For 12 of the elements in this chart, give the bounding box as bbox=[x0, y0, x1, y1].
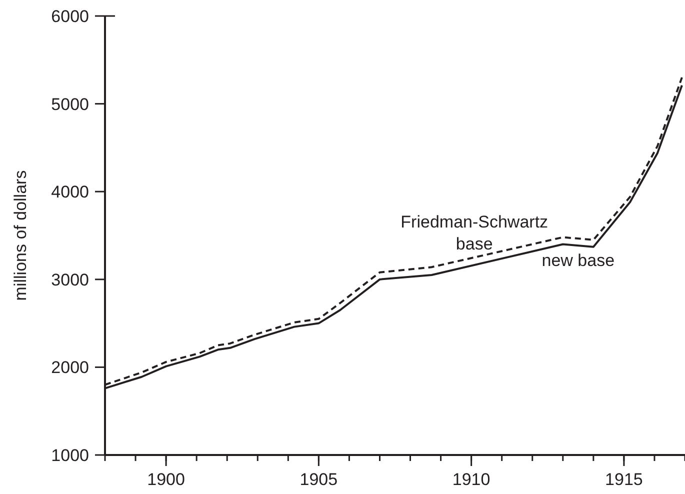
y-axis-title: millions of dollars bbox=[11, 170, 30, 301]
y-tick-label: 4000 bbox=[51, 182, 89, 202]
y-tick-label: 5000 bbox=[51, 94, 89, 114]
x-tick-label: 1905 bbox=[300, 470, 338, 489]
series-label: new base bbox=[542, 251, 615, 270]
y-tick-label: 6000 bbox=[51, 6, 89, 26]
y-tick-label: 3000 bbox=[51, 270, 89, 290]
y-tick-label: 1000 bbox=[51, 446, 89, 465]
x-tick-label: 1900 bbox=[147, 470, 185, 489]
x-tick-label: 1915 bbox=[605, 470, 643, 489]
x-tick-label: 1910 bbox=[452, 470, 490, 489]
y-tick-label: 2000 bbox=[51, 358, 89, 378]
